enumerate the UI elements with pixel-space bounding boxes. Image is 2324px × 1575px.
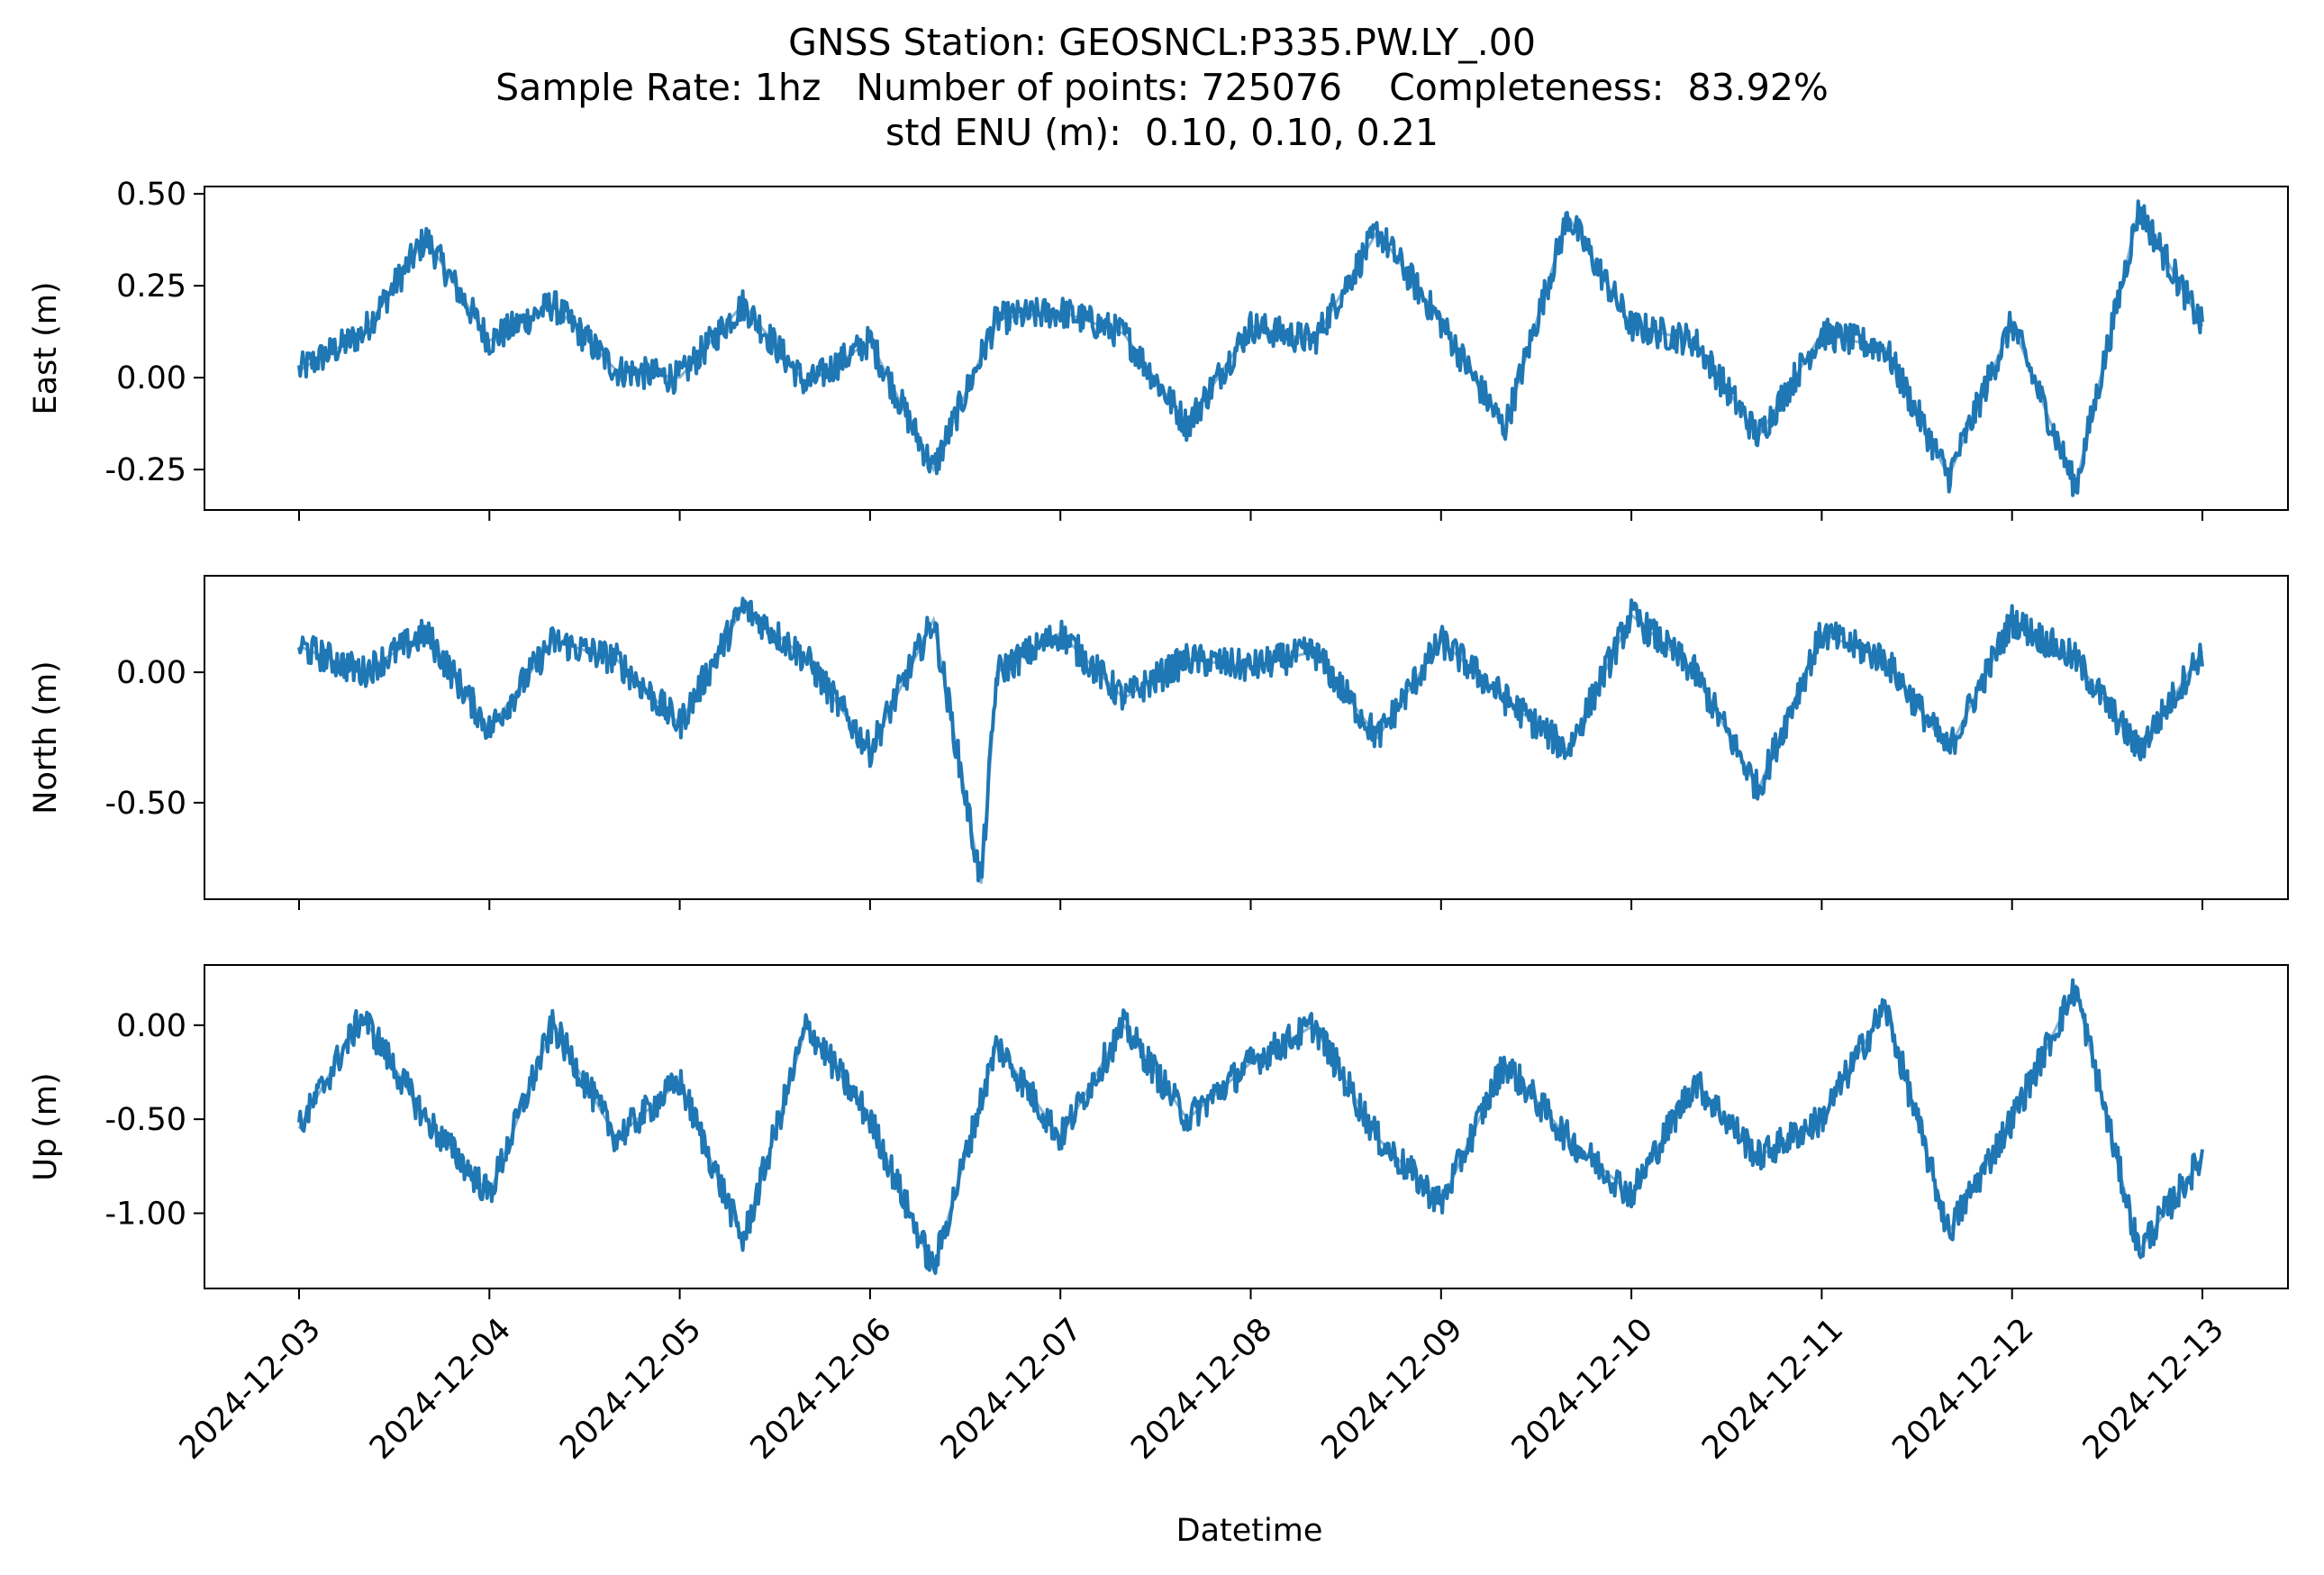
y-axis-label-north: North (m) bbox=[28, 660, 64, 814]
y-tick-label-north: 0.00 bbox=[116, 655, 186, 691]
x-tick-label: 2024-12-13 bbox=[2076, 1312, 2231, 1467]
x-tick-label: 2024-12-03 bbox=[173, 1312, 328, 1467]
axes-frame-up bbox=[204, 964, 2289, 1289]
y-axis-label-east: East (m) bbox=[28, 281, 64, 414]
x-tick-label: 2024-12-08 bbox=[1124, 1312, 1279, 1467]
series-line-east bbox=[297, 199, 2204, 497]
panel-east: 0.50 0.25 0.00 -0.25 East (m) bbox=[28, 177, 2289, 521]
title-line-sample-info: Sample Rate: 1hz Number of points: 72507… bbox=[495, 66, 1829, 109]
x-tick-label: 2024-12-11 bbox=[1695, 1312, 1850, 1467]
x-tick-label: 2024-12-05 bbox=[553, 1312, 708, 1467]
x-tick-label: 2024-12-06 bbox=[744, 1312, 899, 1467]
panels-layer: 0.50 0.25 0.00 -0.25 East (m) 0.00 -0.50 North … bbox=[28, 177, 2289, 1299]
x-tick-label: 2024-12-04 bbox=[363, 1312, 518, 1467]
x-tick-label: 2024-12-12 bbox=[1885, 1312, 2040, 1467]
y-tick-label-east: -0.25 bbox=[104, 452, 186, 488]
x-tick-label: 2024-12-09 bbox=[1315, 1312, 1470, 1467]
series-line-north bbox=[297, 596, 2204, 883]
x-tick-label: 2024-12-07 bbox=[934, 1312, 1089, 1467]
series-anchor-north bbox=[298, 605, 2204, 884]
y-tick-label-north: -0.50 bbox=[104, 786, 186, 822]
y-axis-label-up: Up (m) bbox=[28, 1072, 64, 1180]
x-axis-label: Datetime bbox=[1176, 1513, 1323, 1549]
series-line-up bbox=[297, 978, 2204, 1275]
panel-up: 0.00 -0.50 -1.00 Up (m) bbox=[28, 964, 2289, 1299]
panel-north: 0.00 -0.50 North (m) bbox=[28, 575, 2289, 910]
axes-frame-north bbox=[204, 575, 2289, 900]
y-tick-label-east: 0.00 bbox=[116, 360, 186, 396]
y-tick-label-up: 0.00 bbox=[116, 1008, 186, 1044]
x-tick-label: 2024-12-10 bbox=[1505, 1312, 1660, 1467]
y-tick-label-east: 0.50 bbox=[116, 177, 186, 213]
y-tick-label-up: -0.50 bbox=[104, 1102, 186, 1138]
title-line-std-enu: std ENU (m): 0.10, 0.10, 0.21 bbox=[885, 111, 1439, 154]
axes-frame-east bbox=[204, 186, 2289, 511]
x-axis: 2024-12-03 2024-12-04 2024-12-05 2024-12-06… bbox=[173, 1312, 2231, 1467]
series-anchor-east bbox=[298, 205, 2204, 493]
title-line-station: GNSS Station: GEOSNCL:P335.PW.LY_.00 bbox=[788, 21, 1536, 64]
chart-title: GNSS Station: GEOSNCL:P335.PW.LY_.00 Sam… bbox=[0, 20, 2324, 155]
y-tick-label-up: -1.00 bbox=[104, 1197, 186, 1233]
series-anchor-up bbox=[297, 983, 2204, 1274]
y-tick-label-east: 0.25 bbox=[116, 269, 186, 305]
